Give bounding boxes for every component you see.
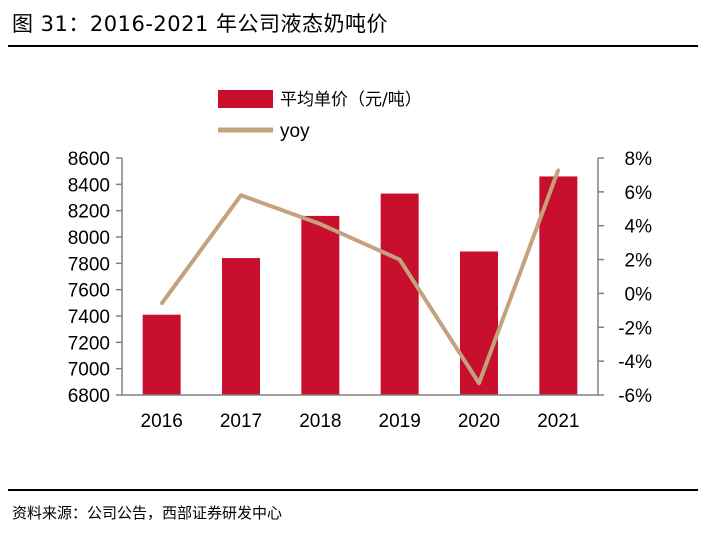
yoy-point-2018 <box>318 222 322 226</box>
yoy-point-2016 <box>160 302 164 306</box>
left-tick-label: 8600 <box>68 149 110 170</box>
yoy-point-2021 <box>556 168 560 172</box>
yoy-point-2019 <box>398 258 402 262</box>
bars <box>142 176 578 395</box>
left-tick-label: 7200 <box>68 333 110 354</box>
legend-line-label: yoy <box>280 121 310 142</box>
yoy-polyline <box>160 169 561 386</box>
right-tick-label: -4% <box>618 352 652 373</box>
bar-2017 <box>222 258 260 395</box>
left-tick-label: 6800 <box>68 386 110 407</box>
yoy-line <box>160 168 561 386</box>
x-tick-label: 2019 <box>379 411 421 432</box>
right-tick-label: 6% <box>625 183 653 204</box>
right-tick-label: 4% <box>625 217 653 238</box>
right-tick-label: -6% <box>618 386 652 407</box>
bar-2021 <box>539 176 578 395</box>
left-tick-label: 7600 <box>68 281 110 302</box>
top-divider <box>8 45 698 47</box>
bottom-divider <box>8 489 698 491</box>
bar-2016 <box>142 314 181 395</box>
left-tick-label: 7800 <box>68 254 110 275</box>
source-note: 资料来源：公司公告，西部证券研发中心 <box>12 504 283 522</box>
left-tick-label: 8000 <box>68 228 110 249</box>
right-tick-label: 2% <box>625 251 653 272</box>
right-tick-label: 8% <box>625 149 653 170</box>
bar-2018 <box>301 215 340 395</box>
legend-bar-swatch <box>218 90 273 108</box>
right-tick-label: 0% <box>625 284 653 305</box>
axes: 6800 7000 7200 7400 7600 7800 8000 8200 8400 8600… <box>68 149 652 432</box>
figure-title: 图 31：2016-2021 年公司液态奶吨价 <box>12 12 389 36</box>
x-tick-label: 2018 <box>299 411 341 432</box>
x-tick-label: 2020 <box>458 411 500 432</box>
left-tick-label: 8200 <box>68 202 110 223</box>
bar-2020 <box>460 251 498 395</box>
legend: 平均单价（元/吨） yoy <box>218 90 422 142</box>
left-tick-label: 8400 <box>68 175 110 196</box>
bar-2019 <box>380 193 419 395</box>
left-tick-label: 7000 <box>68 360 110 381</box>
left-tick-label: 7400 <box>68 307 110 328</box>
x-tick-label: 2021 <box>537 411 579 432</box>
x-tick-label: 2016 <box>141 411 183 432</box>
x-tick-label: 2017 <box>220 411 262 432</box>
yoy-point-2020 <box>477 381 481 385</box>
legend-bar-label: 平均单价（元/吨） <box>280 90 422 110</box>
yoy-point-2017 <box>239 193 243 197</box>
right-tick-label: -2% <box>618 318 652 339</box>
